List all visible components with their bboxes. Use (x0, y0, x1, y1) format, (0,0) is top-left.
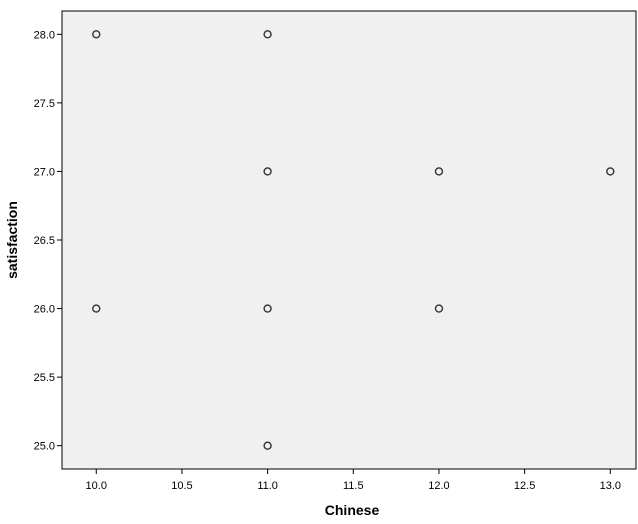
x-tick-label: 10.5 (171, 480, 192, 492)
x-tick-label: 11.0 (257, 480, 278, 492)
y-tick-label: 27.5 (34, 98, 55, 110)
data-point (434, 304, 444, 313)
x-axis-ticks: 10.0 10.5 11.0 11.5 12.0 12.5 13.0 (86, 469, 621, 492)
y-tick-label: 26.5 (34, 235, 55, 247)
x-tick-label: 13.0 (600, 480, 621, 492)
data-point (263, 30, 272, 39)
data-point (92, 30, 101, 39)
x-axis-label: Chinese (325, 502, 380, 518)
x-tick-label: 12.0 (428, 480, 449, 492)
y-axis-label: satisfaction (4, 201, 20, 279)
x-tick-label: 10.0 (86, 480, 107, 492)
data-points (92, 30, 615, 450)
data-point (606, 167, 615, 176)
data-point (434, 167, 444, 176)
x-tick-label: 11.5 (343, 480, 364, 492)
data-point (92, 304, 101, 313)
plot-area (61, 10, 637, 470)
data-point (263, 441, 272, 450)
y-axis-ticks: 25.0 25.5 26.0 26.5 27.0 27.5 28.0 (34, 29, 62, 453)
y-tick-label: 25.0 (34, 441, 55, 453)
y-tick-label: 27.0 (34, 166, 55, 178)
y-tick-label: 28.0 (34, 29, 55, 41)
y-tick-label: 25.5 (34, 372, 55, 384)
data-point (263, 304, 272, 313)
data-point (263, 167, 272, 176)
y-tick-label: 26.0 (34, 304, 55, 316)
x-tick-label: 12.5 (514, 480, 535, 492)
